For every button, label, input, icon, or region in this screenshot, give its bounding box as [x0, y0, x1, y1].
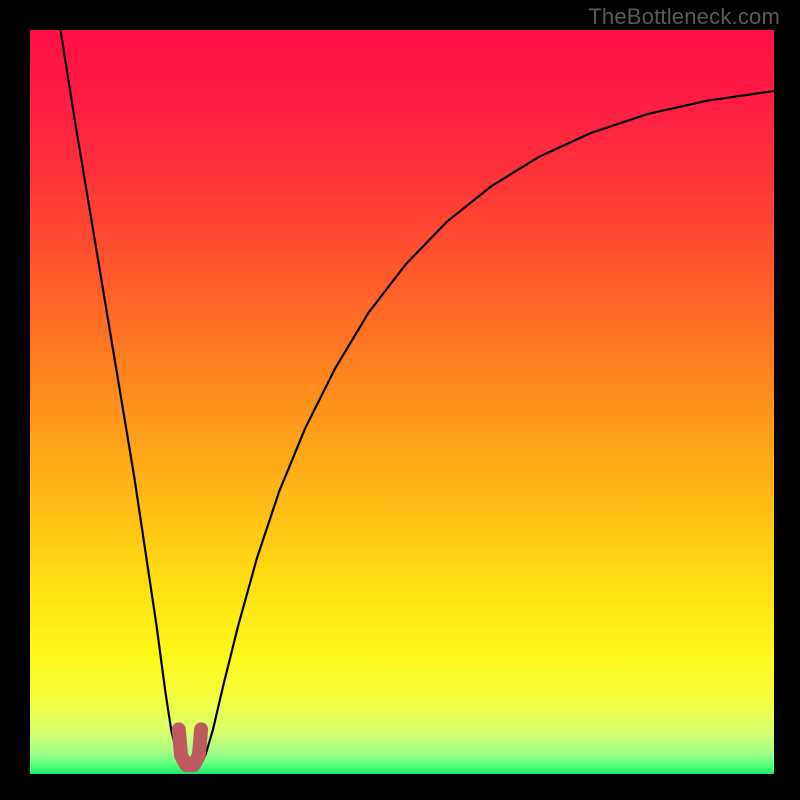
- plot-area-gradient: [30, 30, 774, 774]
- chart-container: TheBottleneck.com: [0, 0, 800, 800]
- watermark-text: TheBottleneck.com: [588, 4, 780, 30]
- bottleneck-chart: [0, 0, 800, 800]
